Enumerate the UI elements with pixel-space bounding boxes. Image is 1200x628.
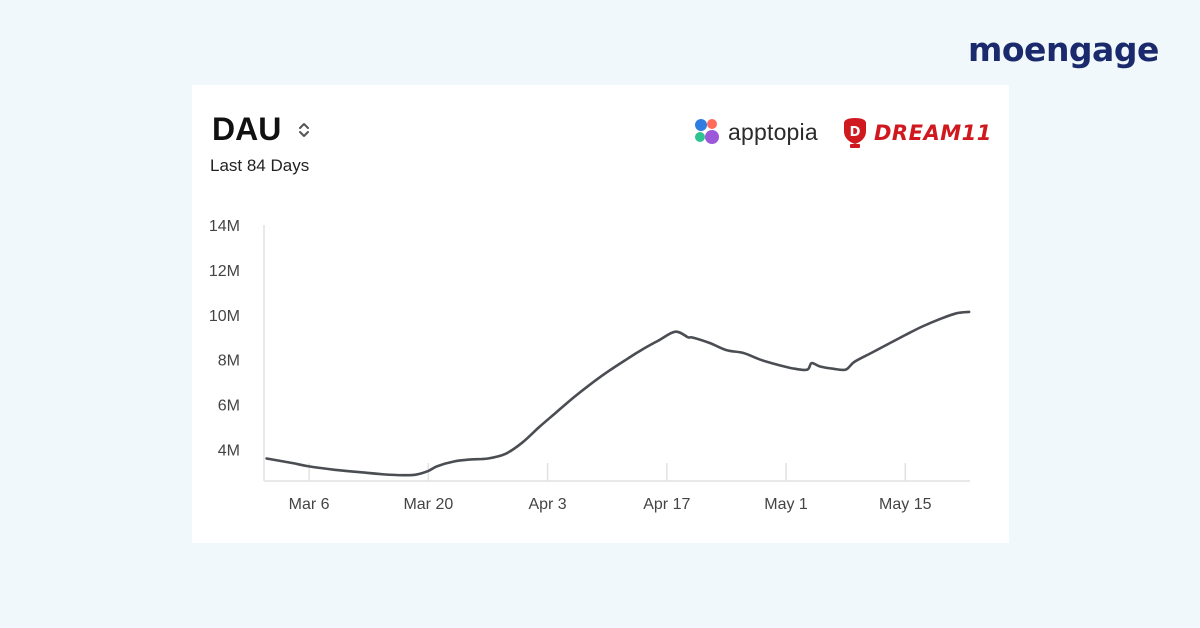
y-tick-label: 8M xyxy=(218,353,240,370)
y-tick-label: 4M xyxy=(218,443,240,460)
chevron-up-down-icon[interactable] xyxy=(297,119,311,141)
y-tick-labels: 4M 6M 8M 10M 12M 14M xyxy=(209,218,240,460)
x-tick-label: Mar 20 xyxy=(403,496,453,513)
y-tick-label: 6M xyxy=(218,398,240,415)
x-tick-label: May 1 xyxy=(764,496,808,513)
x-tick-marks xyxy=(308,463,907,481)
moengage-logo: moengage xyxy=(968,30,1159,69)
apptopia-wordmark: apptopia xyxy=(728,118,818,145)
x-tick-label: Apr 17 xyxy=(643,496,690,513)
dream11-logo: D DREAM11 xyxy=(840,117,992,149)
y-tick-label: 14M xyxy=(209,218,240,235)
dau-chart-card: DAU Last 84 Days apptopia D DREAM11 4M 6M… xyxy=(192,85,1009,543)
svg-text:D: D xyxy=(850,125,861,140)
chart-title: DAU xyxy=(212,111,282,147)
apptopia-icon xyxy=(695,119,719,144)
dream11-wordmark: DREAM11 xyxy=(874,121,992,145)
title-row: DAU xyxy=(212,111,311,148)
chart-subtitle: Last 84 Days xyxy=(210,156,310,175)
x-tick-label: Mar 6 xyxy=(289,496,330,513)
y-tick-label: 10M xyxy=(209,308,240,325)
y-tick-label: 12M xyxy=(209,263,240,280)
x-tick-label: Apr 3 xyxy=(528,496,566,513)
dau-series-line xyxy=(265,310,971,477)
x-tick-label: May 15 xyxy=(879,496,932,513)
dream11-helmet-icon: D xyxy=(844,118,866,148)
x-tick-labels: Mar 6 Mar 20 Apr 3 Apr 17 May 1 May 15 xyxy=(289,496,932,513)
apptopia-logo: apptopia xyxy=(692,117,818,147)
